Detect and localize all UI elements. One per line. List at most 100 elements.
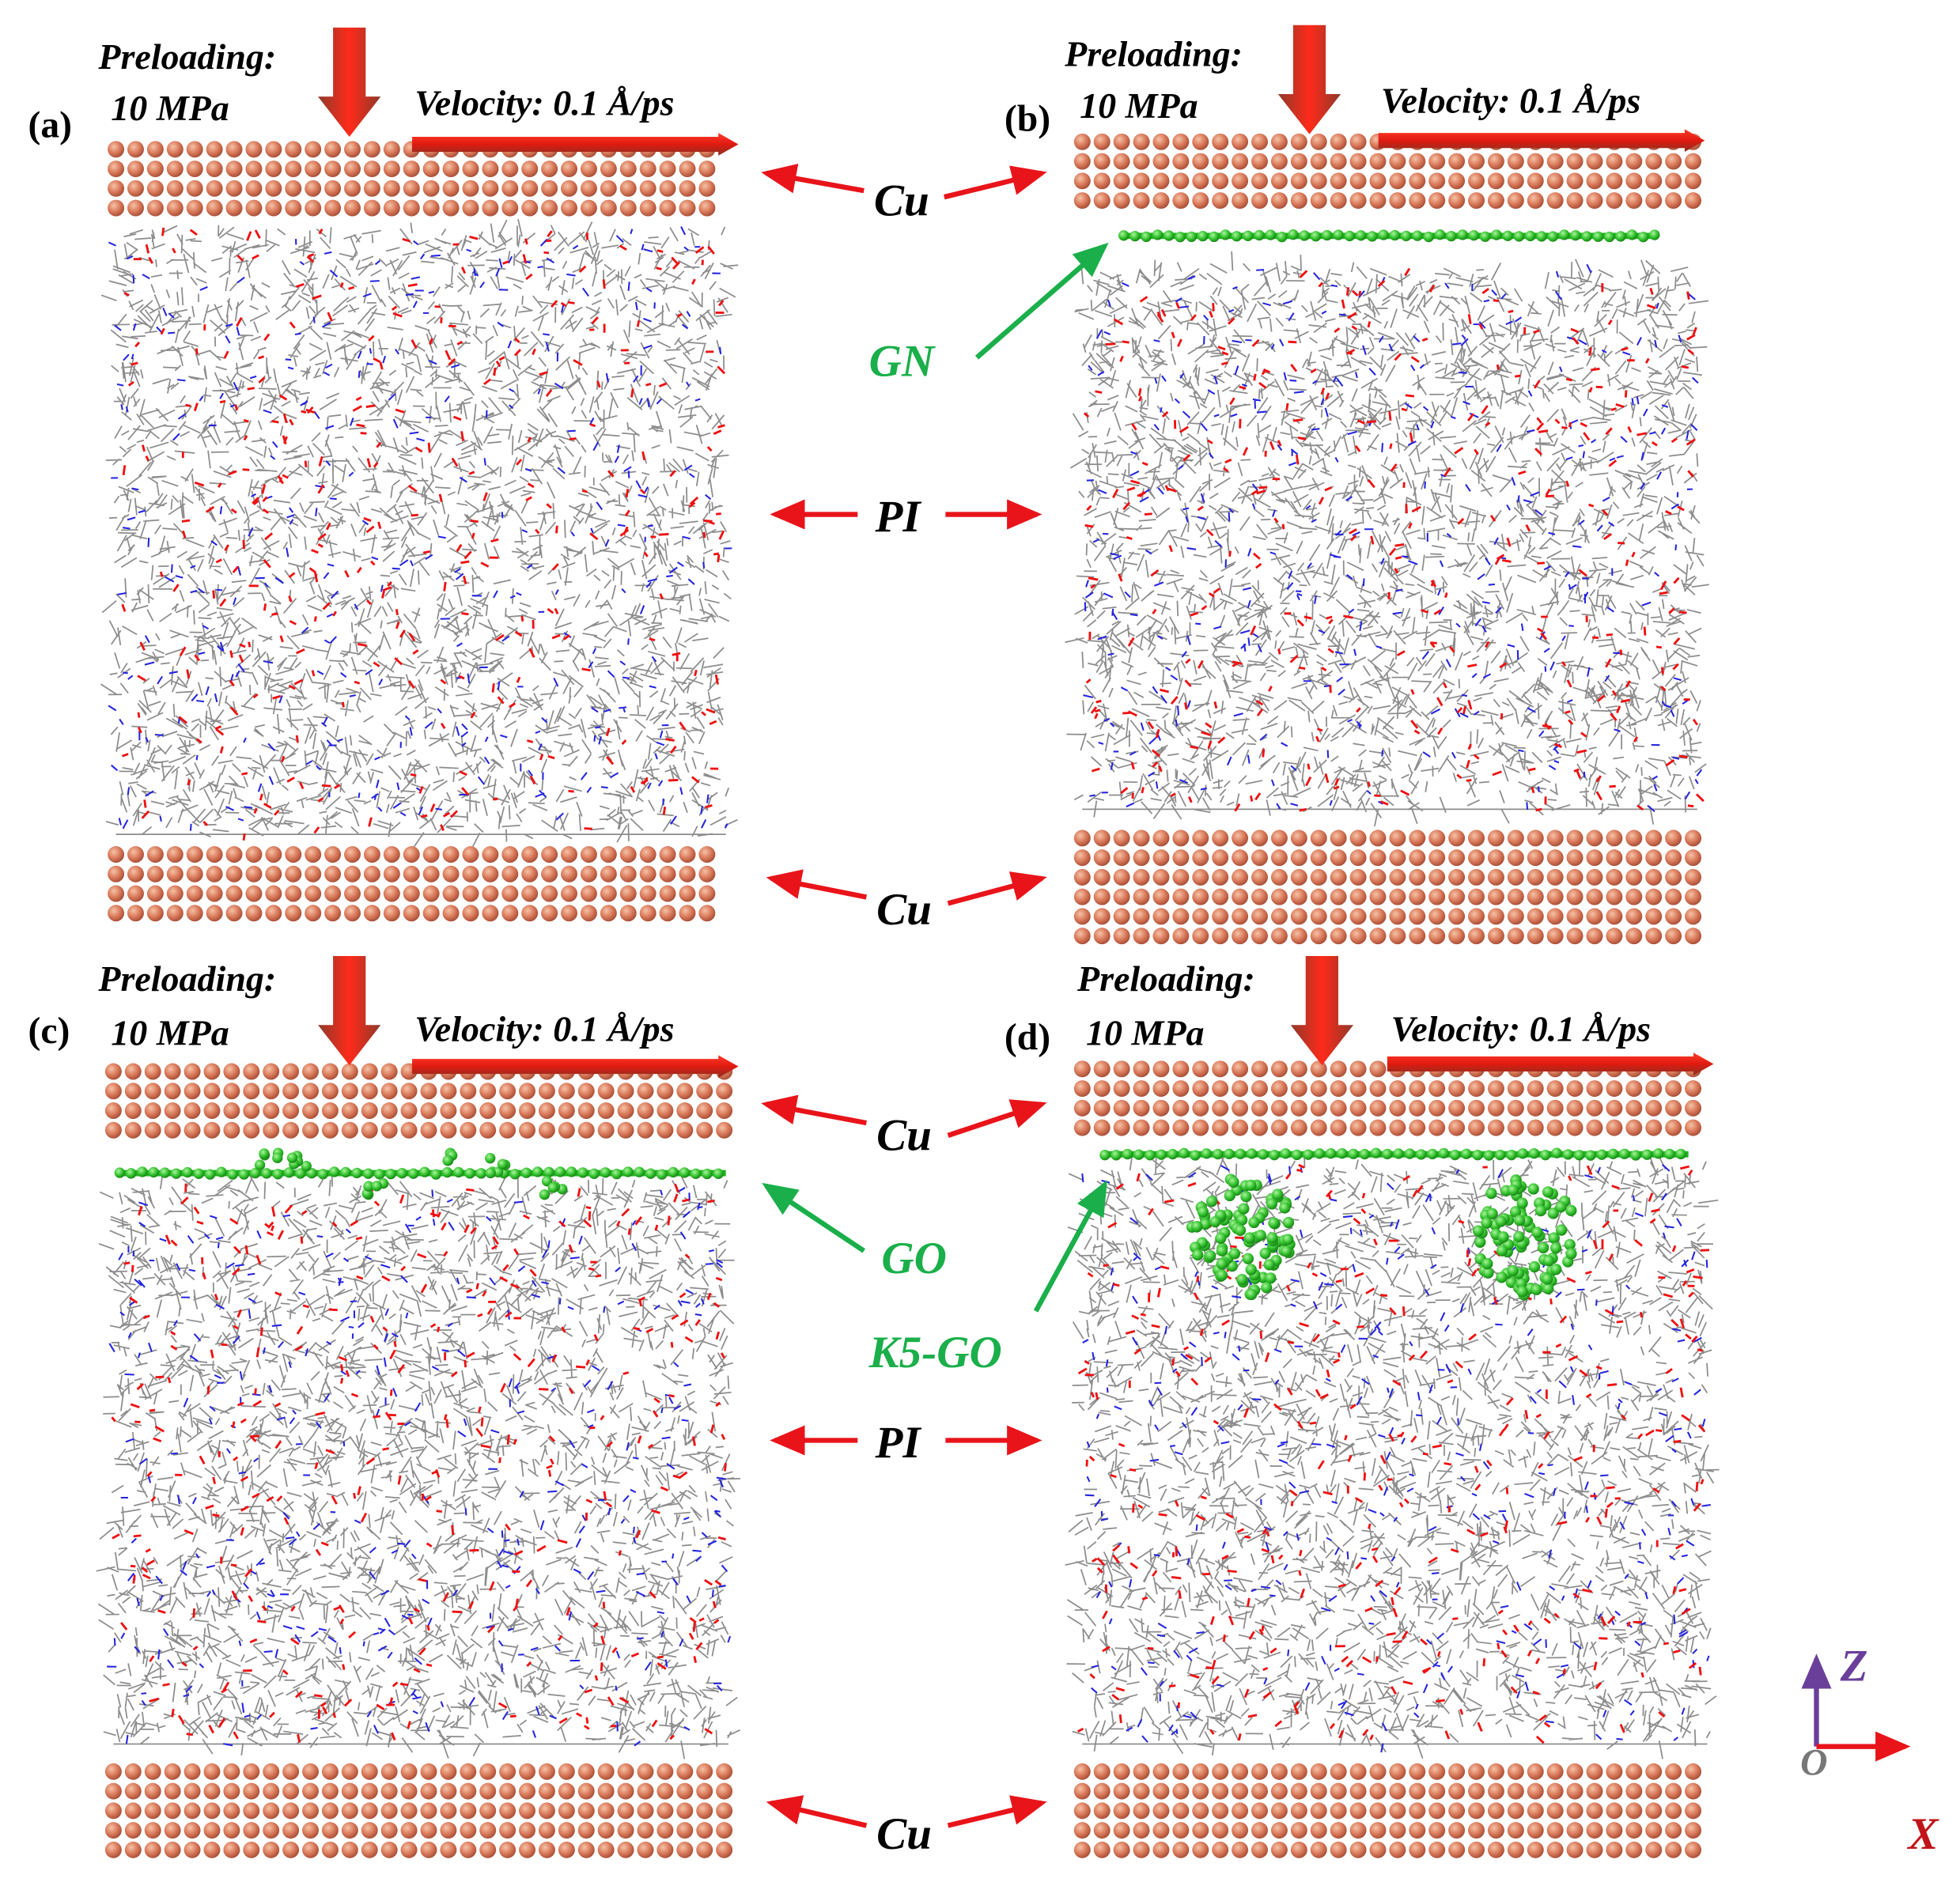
cu-atom bbox=[519, 1102, 536, 1119]
cu-atom bbox=[1507, 1782, 1524, 1800]
cu-atom bbox=[1192, 1763, 1209, 1780]
cu-atom bbox=[1409, 908, 1426, 925]
carbon-atom bbox=[283, 1167, 295, 1178]
cu-atom bbox=[1606, 192, 1623, 210]
cu-atom bbox=[1645, 192, 1663, 210]
cu-atom bbox=[1133, 908, 1150, 925]
cu-atom bbox=[245, 199, 263, 217]
origin-label: O bbox=[1800, 1742, 1827, 1783]
cu-atom bbox=[519, 1763, 536, 1780]
carbon-atom bbox=[577, 1167, 588, 1178]
cu-atom bbox=[1685, 1782, 1702, 1800]
cu-atom bbox=[206, 865, 223, 882]
carbon-atom bbox=[1348, 1148, 1359, 1159]
carbon-atom bbox=[1585, 1150, 1596, 1161]
cu-atom bbox=[383, 905, 400, 922]
cu-atom bbox=[499, 1083, 516, 1100]
cu-atom bbox=[1251, 868, 1268, 886]
cu-atom bbox=[1270, 908, 1288, 925]
cu-atom bbox=[597, 1782, 615, 1800]
carbon-atom bbox=[1649, 229, 1660, 240]
cu-atom bbox=[1625, 192, 1643, 210]
cu-atom bbox=[263, 1802, 280, 1820]
cu-atom bbox=[1645, 1763, 1663, 1780]
cu-atom bbox=[1290, 928, 1307, 945]
cu-atom bbox=[422, 161, 440, 178]
carbon-atom bbox=[1243, 1232, 1255, 1244]
cu-atom bbox=[698, 885, 716, 902]
carbon-atom bbox=[1133, 1149, 1145, 1160]
carbon-atom bbox=[1573, 1150, 1585, 1161]
cu-atom bbox=[400, 1763, 418, 1780]
carbon-atom bbox=[1265, 1272, 1277, 1284]
carbon-atom bbox=[1596, 1149, 1607, 1160]
cu-atom bbox=[1369, 153, 1387, 170]
cu-atom bbox=[1625, 1119, 1643, 1136]
cu-atom bbox=[1625, 888, 1643, 905]
cu-atom bbox=[1192, 1099, 1209, 1117]
cu-atom bbox=[440, 1102, 457, 1119]
cu-atom bbox=[1251, 133, 1268, 150]
carbon-atom bbox=[1242, 1253, 1254, 1264]
cu-atom bbox=[1113, 153, 1130, 170]
cu-atom bbox=[363, 885, 380, 902]
cu-atom bbox=[462, 180, 479, 197]
cu-atom bbox=[1625, 1822, 1643, 1839]
cu-atom bbox=[146, 846, 164, 863]
cu-atom bbox=[282, 1802, 300, 1820]
cu-atom bbox=[1428, 888, 1446, 905]
cu-atom bbox=[363, 141, 380, 158]
carbon-atom bbox=[1367, 231, 1378, 242]
cu-atom bbox=[285, 846, 302, 863]
cu-atom bbox=[1606, 928, 1623, 945]
cu-atom bbox=[166, 161, 184, 178]
cu-atom bbox=[1330, 1763, 1347, 1780]
cu-atom bbox=[265, 199, 282, 217]
cu-atom bbox=[361, 1802, 378, 1820]
cu-atom bbox=[1645, 849, 1663, 867]
cu-atom bbox=[144, 1121, 161, 1139]
cu-atom bbox=[1310, 888, 1327, 905]
cu-atom bbox=[1527, 1099, 1544, 1117]
cu-atom bbox=[460, 1102, 477, 1119]
cu-atom bbox=[577, 1782, 595, 1800]
cu-atom bbox=[203, 1121, 221, 1139]
cu-atom bbox=[659, 846, 676, 863]
cu-atom bbox=[1566, 1841, 1584, 1858]
cu-atom bbox=[501, 161, 519, 178]
cu-atom bbox=[521, 865, 539, 882]
cu-atom bbox=[108, 161, 125, 178]
cu-atom bbox=[1270, 1782, 1288, 1800]
cu-atom bbox=[1468, 888, 1485, 905]
cu-atom bbox=[166, 180, 184, 197]
cu-atom bbox=[1606, 1099, 1623, 1117]
cu-atom bbox=[1685, 1822, 1702, 1839]
cu-atom bbox=[1192, 908, 1209, 925]
cu-atom bbox=[1665, 172, 1682, 190]
carbon-atom bbox=[125, 1168, 137, 1179]
cu-atom bbox=[1330, 928, 1347, 945]
cu-atom bbox=[696, 1782, 713, 1800]
cu-atom bbox=[144, 1102, 161, 1119]
cu-atom bbox=[676, 1841, 694, 1858]
cu-atom bbox=[1113, 908, 1130, 925]
cu-atom bbox=[282, 1083, 300, 1100]
cu-atom bbox=[1152, 830, 1170, 847]
cu-atom bbox=[324, 180, 342, 197]
cu-atom bbox=[1409, 1802, 1426, 1820]
cu-atom bbox=[302, 1782, 319, 1800]
cu-atom bbox=[1389, 928, 1406, 945]
cu-atom bbox=[1645, 172, 1663, 190]
cu-atom bbox=[1093, 888, 1111, 905]
cu-atom bbox=[263, 1102, 280, 1119]
cu-atom bbox=[656, 1083, 674, 1100]
cu-atom bbox=[420, 1083, 437, 1100]
cu-atom bbox=[361, 1782, 378, 1800]
cu-atom bbox=[341, 1121, 358, 1139]
cu-atom bbox=[1133, 1119, 1150, 1136]
cu-atom bbox=[420, 1822, 437, 1839]
carbon-atom bbox=[464, 1168, 475, 1179]
cu-atom bbox=[1232, 849, 1249, 867]
cu-atom bbox=[1487, 1841, 1504, 1858]
